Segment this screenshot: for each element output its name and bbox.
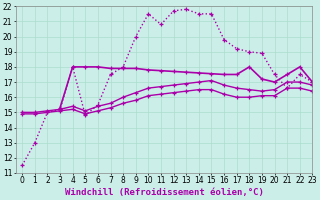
X-axis label: Windchill (Refroidissement éolien,°C): Windchill (Refroidissement éolien,°C): [65, 188, 264, 197]
